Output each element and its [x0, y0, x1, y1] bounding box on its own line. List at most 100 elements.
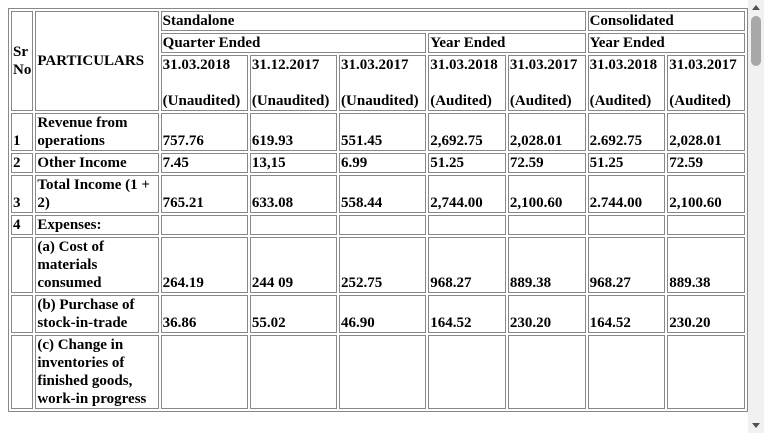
- row-value: 164.52: [587, 295, 666, 333]
- header-group: Standalone: [160, 11, 586, 31]
- row-label: Revenue from operations: [35, 113, 159, 151]
- row-value: 164.52: [428, 295, 506, 333]
- column-date: 31.03.2017: [341, 57, 409, 73]
- header-period: Year Ended: [587, 33, 745, 53]
- column-status: (Audited): [669, 93, 731, 109]
- row-value: 2,028.01: [507, 113, 586, 151]
- row-label: (b) Purchase of stock-in-trade: [35, 295, 159, 333]
- row-label: Expenses:: [35, 215, 159, 235]
- column-status: (Audited): [509, 93, 572, 109]
- column-date: 31.03.2018: [430, 57, 498, 73]
- header-period: Quarter Ended: [160, 33, 427, 53]
- row-value: [507, 335, 586, 409]
- row-label: Other Income: [35, 153, 159, 173]
- scroll-thumb[interactable]: [751, 16, 761, 66]
- row-sr: [11, 335, 34, 409]
- row-value: 51.25: [587, 153, 666, 173]
- row-value: 36.86: [160, 295, 248, 333]
- column-status: (Unaudited): [162, 93, 241, 109]
- row-value: [667, 335, 745, 409]
- row-value: 889.38: [507, 237, 586, 293]
- row-value: 2.744.00: [587, 175, 666, 213]
- row-value: 244 09: [249, 237, 338, 293]
- row-value: [339, 215, 427, 235]
- row-sr: 3: [11, 175, 34, 213]
- row-sr: [11, 295, 34, 333]
- row-value: [587, 215, 666, 235]
- row-value: 633.08: [249, 175, 338, 213]
- row-value: [667, 215, 745, 235]
- row-value: 2,028.01: [667, 113, 745, 151]
- row-label: (a) Cost of materials consumed: [35, 237, 159, 293]
- results-table: Sr No PARTICULARS Standalone Consolidated Qu…: [8, 8, 748, 412]
- row-value: [428, 215, 506, 235]
- scrollbar[interactable]: [748, 0, 764, 433]
- row-value: 551.45: [339, 113, 427, 151]
- scrollbar-arrows: [752, 5, 760, 428]
- table-row: 1 Revenue from operations 757.76 619.93 551.…: [11, 113, 745, 151]
- row-value: [249, 335, 338, 409]
- table-row: (b) Purchase of stock-in-trade 36.86 55.02…: [11, 295, 745, 333]
- row-value: 2,100.60: [507, 175, 586, 213]
- row-sr: 1: [11, 113, 34, 151]
- row-value: 968.27: [587, 237, 666, 293]
- row-value: 765.21: [160, 175, 248, 213]
- row-value: 230.20: [507, 295, 586, 333]
- table-row: 31.03.2018 (Unaudited) 31.12.2017 (Unaudite…: [11, 55, 745, 111]
- row-value: 230.20: [667, 295, 745, 333]
- row-value: 558.44: [339, 175, 427, 213]
- header-column: 31.03.2017 (Audited): [507, 55, 586, 111]
- column-date: 31.12.2017: [251, 57, 320, 73]
- row-value: 6.99: [339, 153, 427, 173]
- row-value: [507, 215, 586, 235]
- table-row: (a) Cost of materials consumed 264.19 244 …: [11, 237, 745, 293]
- column-date: 31.03.2017: [669, 57, 737, 73]
- scroll-down[interactable]: [752, 423, 760, 428]
- header-column: 31.03.2017 (Unaudited): [339, 55, 427, 111]
- row-value: 55.02: [249, 295, 338, 333]
- table-row: 2 Other Income 7.45 13,15 6.99 51.25 72.59 51.2…: [11, 153, 745, 173]
- row-sr: 4: [11, 215, 34, 235]
- header-column: 31.03.2018 (Audited): [428, 55, 506, 111]
- column-status: (Audited): [589, 93, 652, 109]
- row-value: [428, 335, 506, 409]
- header-column: 31.12.2017 (Unaudited): [249, 55, 338, 111]
- row-value: 2,692.75: [428, 113, 506, 151]
- row-value: 7.45: [160, 153, 248, 173]
- column-date: 31.03.2017: [509, 57, 578, 73]
- column-date: 31.03.2018: [589, 57, 658, 73]
- header-column: 31.03.2018 (Audited): [587, 55, 666, 111]
- table-row: Sr No PARTICULARS Standalone Consolidated: [11, 11, 745, 111]
- viewport: Sr No PARTICULARS Standalone Consolidated Qu…: [8, 8, 748, 412]
- row-value: [160, 215, 248, 235]
- row-value: 619.93: [249, 113, 338, 151]
- column-status: (Unaudited): [341, 93, 419, 109]
- header-particulars: PARTICULARS: [35, 11, 159, 111]
- row-label: Total Income (1 + 2): [35, 175, 159, 213]
- row-value: 46.90: [339, 295, 427, 333]
- row-value: 252.75: [339, 237, 427, 293]
- header-sr-no: Sr No: [11, 11, 34, 111]
- header-column: 31.03.2017 (Audited): [667, 55, 745, 111]
- row-value: 72.59: [667, 153, 745, 173]
- table-row: (c) Change in inventories of finished go…: [11, 335, 745, 409]
- header-period: Year Ended: [428, 33, 586, 53]
- row-value: [249, 215, 338, 235]
- row-value: [160, 335, 248, 409]
- row-value: 13,15: [249, 153, 338, 173]
- row-sr: 2: [11, 153, 34, 173]
- header-column: 31.03.2018 (Unaudited): [160, 55, 248, 111]
- row-value: [587, 335, 666, 409]
- scroll-up[interactable]: [752, 5, 760, 10]
- row-sr: [11, 237, 34, 293]
- row-value: 51.25: [428, 153, 506, 173]
- row-value: 968.27: [428, 237, 506, 293]
- row-value: [339, 335, 427, 409]
- row-value: 2,100.60: [667, 175, 745, 213]
- row-value: 889.38: [667, 237, 745, 293]
- table-row: 4 Expenses:: [11, 215, 745, 235]
- row-value: 72.59: [507, 153, 586, 173]
- column-date: 31.03.2018: [162, 57, 231, 73]
- header-group: Consolidated: [587, 11, 745, 31]
